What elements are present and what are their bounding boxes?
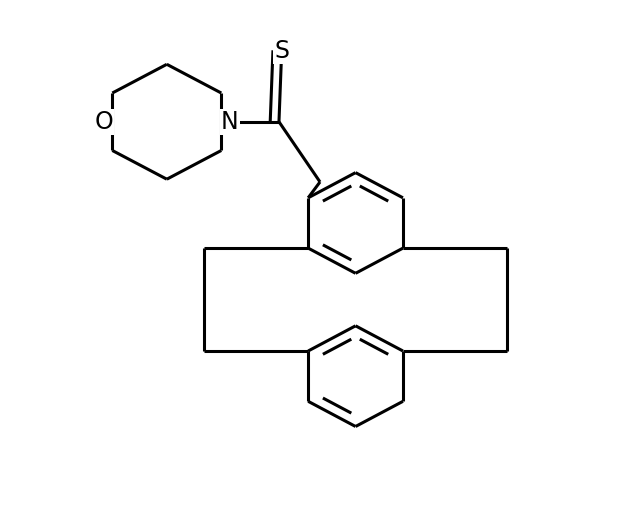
Text: N: N xyxy=(221,110,239,134)
Text: O: O xyxy=(95,110,113,134)
Text: S: S xyxy=(274,39,289,63)
